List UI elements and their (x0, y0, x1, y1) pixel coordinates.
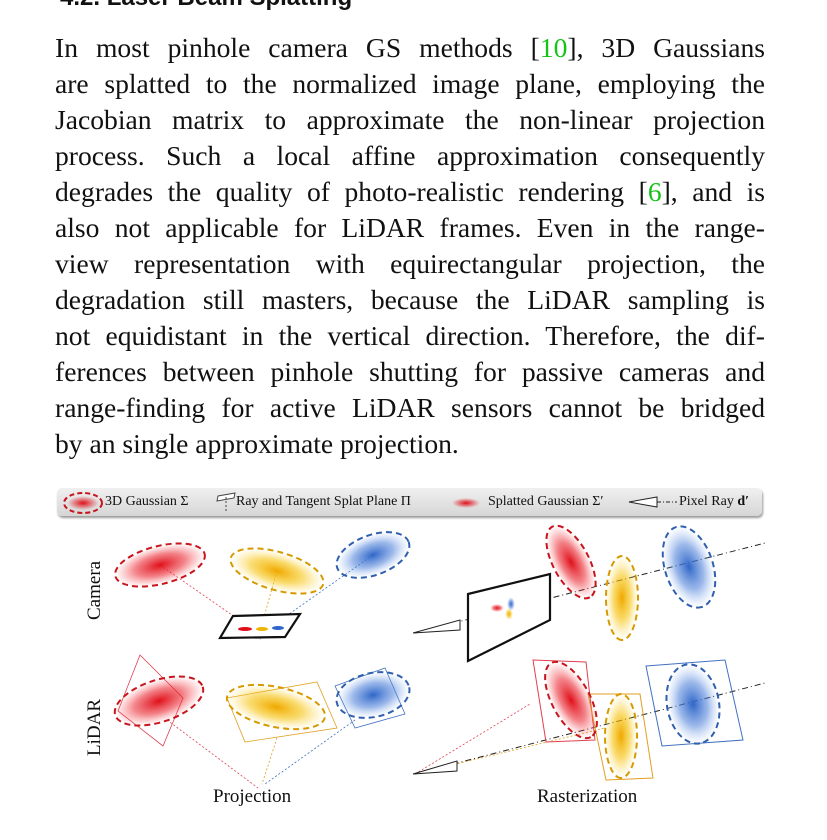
camera-rasterization-panel (412, 524, 766, 663)
legend-pixel-ray-label: Pixel Ray d′ (679, 494, 750, 509)
ray-plane-legend-icon (216, 492, 236, 512)
legend-splatted-label: Splatted Gaussian Σ′ (488, 494, 604, 509)
citation-link[interactable]: 10 (539, 32, 568, 63)
lidar-rasterization-panel (412, 659, 766, 781)
column-label-projection: Projection (213, 786, 292, 807)
splatted-legend-icon (452, 498, 480, 508)
pixel-ray-legend-icon (628, 496, 677, 508)
figure-illustration (113, 524, 766, 789)
figure: 3D Gaussian Σ Ray and Tangent Splat Plan… (55, 488, 767, 838)
lidar-projection-panel (113, 654, 411, 789)
text-line: Jacobian matrix to approximate the non-l… (55, 104, 765, 135)
row-label-camera: Camera (84, 560, 105, 620)
text-line: ferences between pinhole shutting for pa… (55, 356, 765, 387)
text-line: are splatted to the normalized image pla… (55, 68, 765, 99)
text-line: process. Such a local affine approximati… (55, 140, 765, 171)
text-line: not equidistant in the vertical directio… (55, 320, 765, 351)
section-heading: 4.2. Laser Beam Splatting (60, 0, 352, 10)
text-line: degrades the quality of photo-realistic … (55, 176, 765, 207)
text-line: In most pinhole camera GS methods [10], … (55, 32, 765, 63)
text-line: also not applicable for LiDAR frames. Ev… (55, 212, 765, 243)
text-line: degradation still masters, because the L… (55, 284, 765, 315)
camera-projection-panel (114, 531, 411, 641)
row-label-lidar: LiDAR (84, 699, 105, 756)
column-label-rasterization: Rasterization (537, 786, 638, 807)
text-line: by an single approximate projection. (55, 428, 459, 459)
legend-gaussian-label: 3D Gaussian Σ (105, 494, 189, 509)
legend-ray-plane-label: Ray and Tangent Splat Plane Π (236, 494, 411, 509)
text-line: range-finding for active LiDAR sensors c… (55, 392, 765, 423)
citation-link[interactable]: 6 (647, 176, 662, 207)
gaussian-legend-icon (63, 492, 103, 514)
body-paragraph: In most pinhole camera GS methods [10], … (55, 30, 765, 462)
text-line: view representation with equirectangular… (55, 248, 765, 279)
